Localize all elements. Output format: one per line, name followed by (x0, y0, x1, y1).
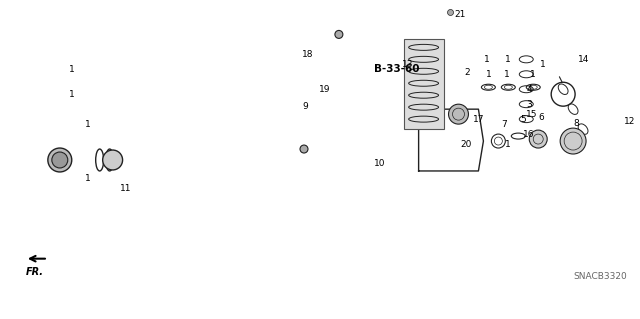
Text: 1: 1 (85, 174, 91, 183)
Polygon shape (65, 149, 72, 171)
Polygon shape (449, 154, 463, 189)
Text: 6: 6 (538, 113, 544, 122)
Text: 4: 4 (526, 85, 532, 94)
Text: 1: 1 (540, 60, 546, 69)
Text: SNACB3320: SNACB3320 (573, 272, 627, 281)
Polygon shape (120, 149, 127, 171)
Text: 13: 13 (402, 60, 413, 69)
Text: 1: 1 (486, 70, 492, 79)
Polygon shape (73, 149, 80, 171)
Polygon shape (89, 149, 96, 171)
Text: 1: 1 (69, 65, 75, 74)
Circle shape (335, 30, 343, 38)
Text: 7: 7 (501, 120, 507, 129)
Text: 1: 1 (85, 120, 91, 129)
Text: 2: 2 (465, 68, 470, 77)
Circle shape (52, 152, 68, 168)
Text: 1: 1 (69, 90, 75, 99)
Circle shape (447, 10, 454, 16)
Bar (508, 19, 623, 164)
Polygon shape (419, 109, 483, 171)
Circle shape (102, 150, 123, 170)
Circle shape (560, 128, 586, 154)
Text: 8: 8 (573, 119, 579, 128)
Text: 1: 1 (506, 55, 511, 64)
Text: FR.: FR. (26, 267, 44, 277)
Text: 11: 11 (120, 184, 131, 193)
Polygon shape (97, 149, 104, 171)
Bar (404, 39, 444, 129)
Text: 12: 12 (624, 117, 636, 126)
Text: 17: 17 (474, 115, 485, 124)
Text: 16: 16 (524, 130, 535, 138)
Circle shape (529, 130, 547, 148)
Text: 18: 18 (302, 50, 314, 59)
Text: 1: 1 (531, 70, 536, 79)
Circle shape (300, 145, 308, 153)
Polygon shape (113, 149, 120, 171)
Text: 1: 1 (504, 70, 509, 79)
Text: 15: 15 (526, 110, 538, 119)
Text: 5: 5 (520, 115, 526, 124)
Text: 21: 21 (454, 10, 466, 19)
Text: 20: 20 (461, 139, 472, 149)
Text: 9: 9 (302, 102, 308, 111)
Text: 1: 1 (506, 139, 511, 149)
Circle shape (48, 148, 72, 172)
Text: 19: 19 (319, 85, 330, 94)
Text: 10: 10 (374, 160, 385, 168)
Polygon shape (105, 149, 111, 171)
Bar (394, 14, 493, 144)
Text: 3: 3 (526, 100, 532, 109)
Circle shape (449, 104, 468, 124)
Text: B-33-60: B-33-60 (374, 64, 419, 74)
Text: 14: 14 (578, 55, 589, 64)
Polygon shape (81, 149, 88, 171)
Polygon shape (18, 252, 48, 266)
Text: 1: 1 (484, 55, 489, 64)
